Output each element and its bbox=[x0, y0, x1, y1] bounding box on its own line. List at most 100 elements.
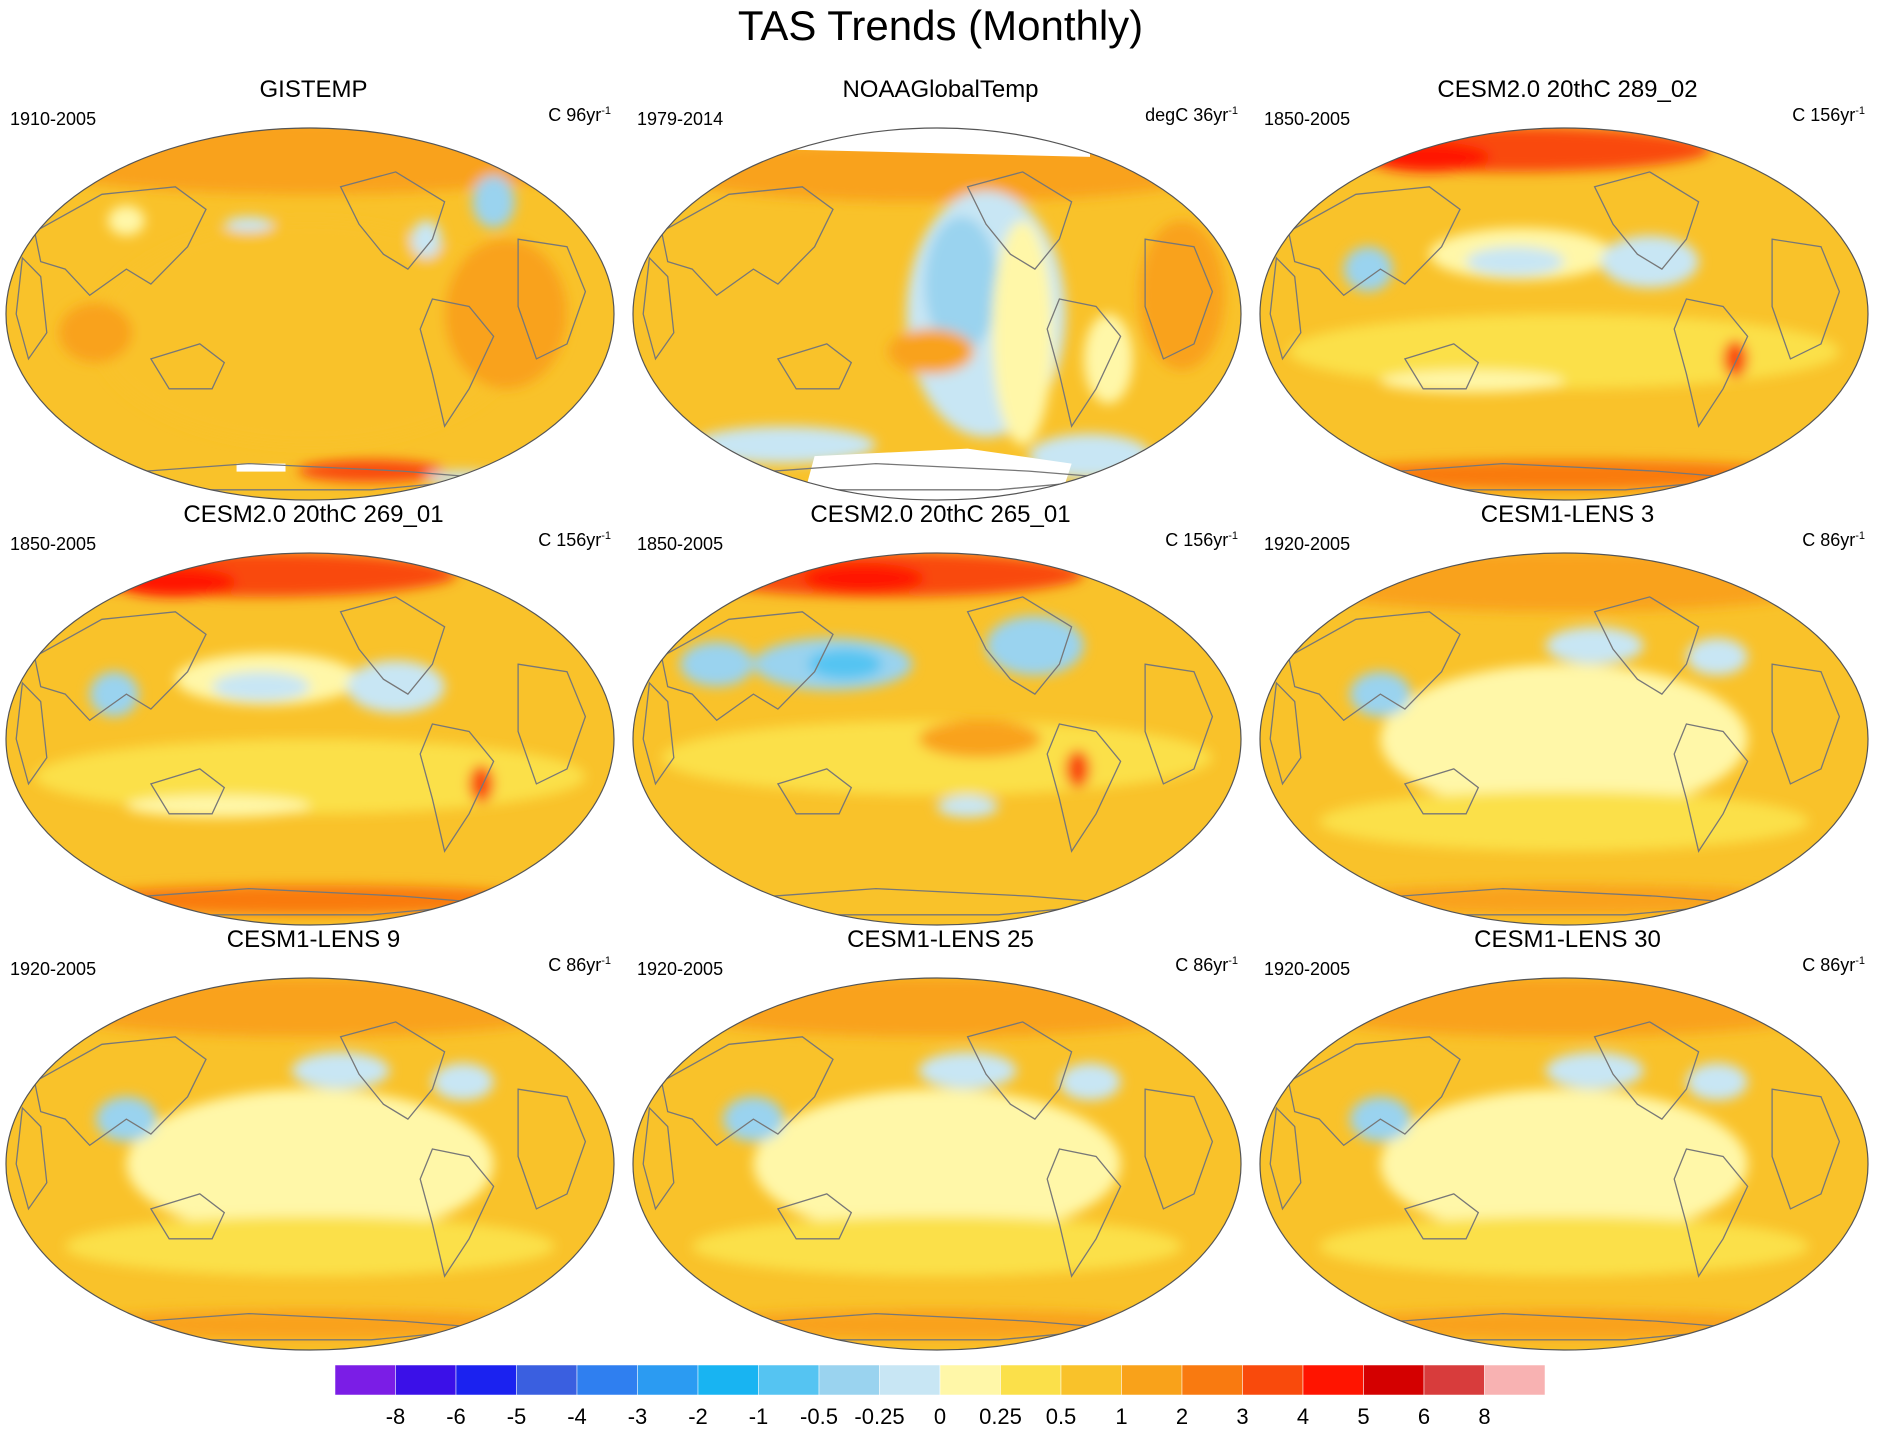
panel-title: CESM1-LENS 25 bbox=[847, 926, 1034, 953]
trend-anomaly-region bbox=[1065, 750, 1090, 788]
coastline bbox=[642, 681, 675, 786]
panel-title: CESM1-LENS 3 bbox=[1480, 501, 1655, 528]
coastline bbox=[149, 768, 226, 815]
map-outline bbox=[632, 552, 1242, 926]
trend-anomaly-region bbox=[297, 459, 445, 483]
missing-data-region bbox=[236, 463, 286, 472]
trend-anomaly-region bbox=[59, 302, 133, 363]
panel-units-text: degC 36yr bbox=[1145, 105, 1229, 125]
colorbar-tick-label: 0 bbox=[933, 1404, 947, 1429]
panel-units: C 156yr-1 bbox=[538, 530, 611, 551]
coastline bbox=[517, 663, 587, 785]
panel-units-exponent: -1 bbox=[601, 105, 611, 117]
trend-anomaly-region bbox=[937, 795, 999, 818]
coastline bbox=[339, 1021, 446, 1120]
panel-units: degC 36yr-1 bbox=[1145, 105, 1238, 126]
coastline bbox=[776, 343, 853, 390]
colorbar-swatch bbox=[1242, 1365, 1304, 1395]
colorbar-swatch bbox=[1060, 1365, 1122, 1395]
coastline bbox=[966, 171, 1073, 270]
world-map bbox=[632, 552, 1242, 926]
coastline bbox=[660, 611, 834, 722]
coastline bbox=[15, 681, 48, 786]
panel-period: 1920-2005 bbox=[1264, 534, 1351, 554]
coastline bbox=[1673, 298, 1749, 428]
map-panel-lens9: CESM1-LENS 9 1920-2005 C 86yr-1 bbox=[0, 925, 627, 1357]
world-map bbox=[1259, 977, 1869, 1351]
colorbar-tick-label: -3 bbox=[627, 1404, 648, 1429]
coastline bbox=[1771, 238, 1841, 360]
trend-anomaly-region bbox=[1319, 791, 1809, 852]
colorbar-tick-label: -6 bbox=[446, 1404, 466, 1429]
trend-anomaly-region bbox=[472, 175, 516, 228]
trend-anomaly-region bbox=[426, 471, 500, 487]
trend-anomaly-region bbox=[108, 205, 145, 236]
colorbar-tick-label: 8 bbox=[1478, 1404, 1491, 1429]
map-outline bbox=[632, 127, 1242, 501]
colorbar-swatch bbox=[1181, 1365, 1243, 1395]
coastline bbox=[1403, 343, 1480, 390]
trend-anomaly-region bbox=[1686, 1063, 1748, 1101]
trend-anomaly-region bbox=[65, 1216, 555, 1277]
panel-period: 1920-2005 bbox=[637, 959, 724, 979]
trend-anomaly-region bbox=[212, 671, 310, 702]
colorbar-tick-label: -5 bbox=[506, 1404, 527, 1429]
coastline bbox=[1403, 1193, 1480, 1240]
trend-anomaly-region bbox=[1380, 664, 1748, 814]
panel-units: C 156yr-1 bbox=[1792, 105, 1865, 126]
coastline bbox=[33, 1036, 207, 1147]
trend-anomaly-region bbox=[1343, 246, 1393, 292]
trend-anomaly-region bbox=[89, 671, 139, 717]
trend-anomaly-region bbox=[126, 1089, 494, 1239]
trend-anomaly-region bbox=[126, 795, 310, 818]
trend-anomaly-region bbox=[114, 566, 237, 597]
world-map bbox=[1259, 127, 1869, 501]
trend-anomaly-region bbox=[1686, 638, 1748, 676]
map-panel-cesm2-265: CESM2.0 20thC 265_01 1850-2005 C 156yr-1 bbox=[627, 500, 1254, 932]
colorbar bbox=[335, 1365, 1545, 1395]
map-panel-lens3: CESM1-LENS 3 1920-2005 C 86yr-1 bbox=[1254, 500, 1881, 932]
panel-title: CESM1-LENS 30 bbox=[1474, 926, 1661, 953]
trend-anomaly-region bbox=[224, 216, 274, 232]
panel-units: C 156yr-1 bbox=[1165, 530, 1238, 551]
colorbar-swatch bbox=[818, 1365, 880, 1395]
colorbar-tick-label: -4 bbox=[567, 1404, 587, 1429]
panel-title: CESM2.0 20thC 265_01 bbox=[810, 501, 1071, 528]
coastline bbox=[1287, 186, 1461, 297]
panel-units: C 86yr-1 bbox=[1802, 955, 1865, 976]
colorbar-tick-label: 1 bbox=[1115, 1404, 1128, 1429]
coastline bbox=[339, 596, 446, 695]
colorbar-swatch bbox=[1000, 1365, 1062, 1395]
colorbar-swatch bbox=[1363, 1365, 1425, 1395]
panel-period: 1920-2005 bbox=[1264, 959, 1351, 979]
panel-period: 1979-2014 bbox=[637, 109, 724, 129]
map-panel-noaa: NOAAGlobalTemp 1979-2014 degC 36yr-1 bbox=[627, 75, 1254, 507]
trend-anomaly-region bbox=[1319, 128, 1711, 172]
colorbar-tick-label: -2 bbox=[688, 1404, 708, 1429]
world-map bbox=[632, 127, 1242, 501]
coastline bbox=[339, 171, 446, 270]
coastline bbox=[419, 723, 495, 853]
map-outline bbox=[1259, 127, 1869, 501]
coastline bbox=[149, 343, 226, 390]
coastline bbox=[1144, 238, 1214, 360]
panel-units: C 86yr-1 bbox=[548, 955, 611, 976]
panel-title: GISTEMP bbox=[259, 76, 368, 103]
panel-units-text: C 86yr bbox=[1802, 955, 1856, 975]
colorbar-tick-label: -1 bbox=[748, 1404, 769, 1429]
coastline bbox=[15, 256, 48, 361]
trend-anomaly-region bbox=[291, 1051, 390, 1090]
colorbar-swatch bbox=[1484, 1365, 1545, 1395]
coastline bbox=[1593, 171, 1700, 270]
panel-units-exponent: -1 bbox=[1228, 105, 1238, 117]
trend-anomaly-region bbox=[1319, 459, 1809, 490]
panel-units-text: C 86yr bbox=[548, 955, 602, 975]
trend-anomaly-region bbox=[34, 739, 586, 814]
coastline bbox=[1673, 723, 1749, 853]
coastline bbox=[1046, 723, 1122, 853]
coastline bbox=[1403, 768, 1480, 815]
coastline bbox=[15, 1106, 48, 1211]
coastline bbox=[517, 1088, 587, 1210]
coastline bbox=[149, 1193, 226, 1240]
colorbar-swatch bbox=[1121, 1365, 1183, 1395]
